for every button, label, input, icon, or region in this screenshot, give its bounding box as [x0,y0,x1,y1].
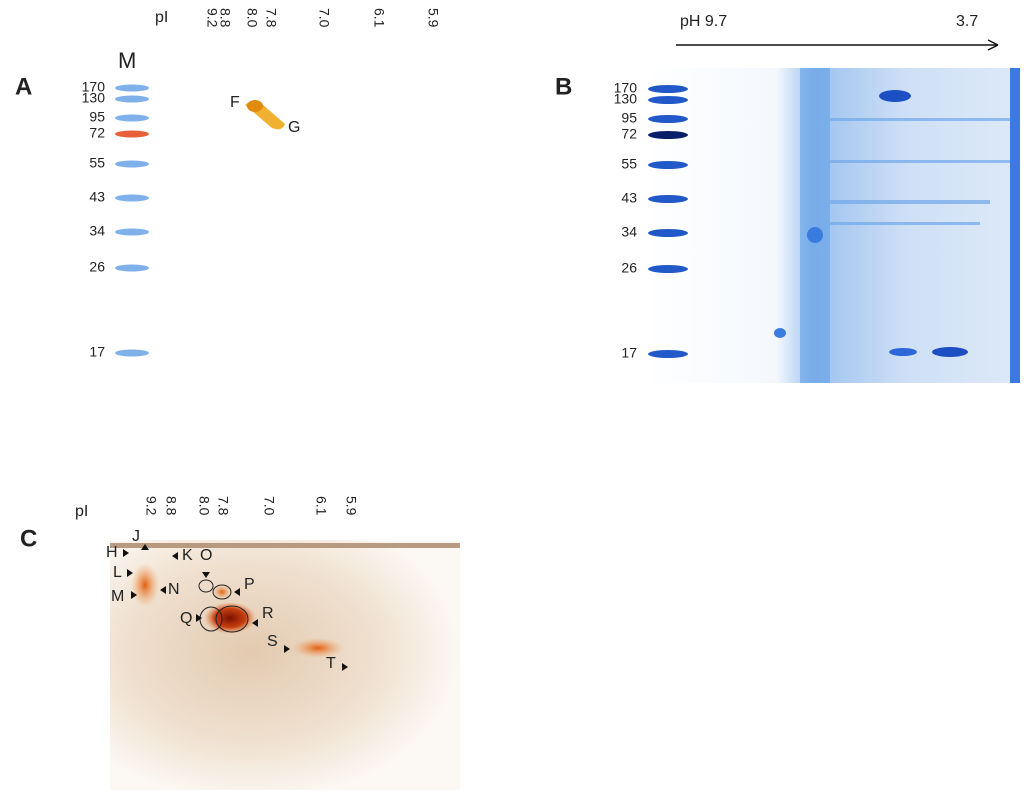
marker-band [648,131,688,139]
marker-band [115,130,149,138]
pi-value: 8.8 [163,496,179,516]
mw-label: 26 [621,260,637,276]
pi-value: 8.0 [196,496,212,516]
marker-band [648,195,688,203]
mw-label: 26 [89,259,105,275]
spot-label: T [326,655,336,672]
mw-label: 72 [621,126,637,142]
mw-label: 34 [621,224,637,240]
pi-value: 7.0 [261,496,277,516]
panel-label: A [15,73,32,100]
mw-label: 130 [82,90,106,106]
pi-value: 9.2 [143,496,159,516]
marker-label: M [118,48,136,73]
pi-value: 7.8 [263,8,279,28]
spot-label: K [182,547,193,564]
spot-label: G [288,119,300,136]
gel-b [645,68,1020,383]
spot-label: M [111,588,124,605]
mw-label: 55 [621,156,637,172]
ph-start: pH 9.7 [680,13,727,30]
pi-value: 7.0 [316,8,332,28]
pi-label: pI [155,9,168,26]
marker-band [115,264,149,272]
mw-label: 170 [614,80,638,96]
pi-label: pI [75,503,88,520]
marker-band [115,194,149,202]
mw-label: 72 [89,125,105,141]
pi-value: 8.8 [217,8,233,28]
marker-band [115,95,149,103]
panel-label: C [20,525,37,552]
spot-label: Q [180,610,192,627]
mw-label: 43 [621,190,637,206]
mw-label: 95 [89,109,105,125]
spot-label: P [244,576,255,593]
marker-band [115,114,149,122]
pi-value: 6.1 [313,496,329,516]
mw-label: 17 [89,344,105,360]
ph-end: 3.7 [956,13,978,30]
marker-band [648,115,688,123]
spot-label: L [113,564,122,581]
spot-label: R [262,605,274,622]
spot-label: O [200,547,212,564]
mw-label: 43 [89,189,105,205]
marker-band [648,350,688,358]
marker-band [115,349,149,357]
mw-label: 34 [89,223,105,239]
spot-label: F [230,94,240,111]
arrow-head [987,39,999,51]
mw-label: 17 [621,345,637,361]
marker-band [115,84,149,92]
mw-label: 170 [82,79,106,95]
spot-label: J [132,528,140,545]
marker-band [648,96,688,104]
spot-label: H [106,544,118,561]
marker-band [648,229,688,237]
panel-label: B [555,73,572,100]
mw-label: 95 [621,110,637,126]
gel-c [110,540,460,790]
marker-band [115,160,149,168]
mw-label: 55 [89,155,105,171]
spot-label: S [267,633,278,650]
pi-value: 5.9 [343,496,359,516]
pi-value: 9.2 [204,8,220,28]
marker-band [648,265,688,273]
pi-value: 6.1 [371,8,387,28]
pi-value: 7.8 [215,496,231,516]
marker-band [648,161,688,169]
pi-value: 5.9 [425,8,441,28]
marker-band [115,228,149,236]
spot [247,100,263,112]
gel-a [115,84,285,357]
marker-band [648,85,688,93]
spot-label: N [168,581,180,598]
pi-value: 8.0 [244,8,260,28]
mw-label: 130 [614,91,638,107]
